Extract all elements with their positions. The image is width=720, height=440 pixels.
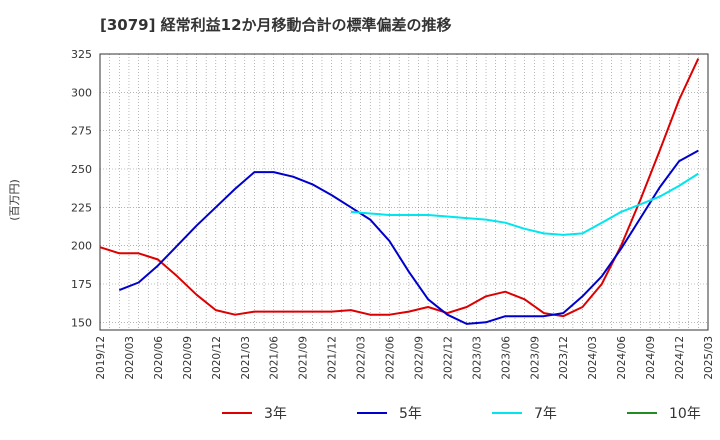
series-lines: [99, 58, 700, 325]
y-axis-ticks: 150 175 200 225 250 275 300 325: [71, 48, 92, 329]
y-tick-label: 275: [71, 125, 92, 138]
x-tick-label: 2020/09: [182, 336, 194, 380]
y-tick-label: 200: [71, 240, 92, 253]
y-tick-label: 300: [71, 86, 92, 99]
y-tick-label: 325: [71, 48, 92, 61]
legend-label-2: 5年: [399, 406, 422, 422]
x-tick-label: 2022/09: [413, 336, 425, 380]
x-tick-label: 2024/12: [674, 336, 686, 380]
x-tick-label: 2023/12: [558, 336, 570, 380]
x-tick-label: 2020/03: [124, 336, 136, 380]
series-line-3: [350, 172, 699, 236]
chart-title: [3079] 経常利益12か月移動合計の標準偏差の推移: [100, 16, 452, 34]
legend-label-3: 7年: [534, 406, 557, 422]
x-tick-label: 2019/12: [95, 336, 107, 380]
x-tick-label: 2021/03: [240, 336, 252, 380]
x-tick-label: 2021/12: [327, 336, 339, 380]
series-line-2: [118, 149, 699, 325]
x-tick-label: 2021/06: [269, 336, 281, 380]
y-tick-label: 175: [71, 278, 92, 291]
x-axis-ticks: 2019/12 2020/03 2020/06 2020/09 2020/12 2021/…: [95, 336, 715, 380]
legend-label-4: 10年: [669, 406, 701, 422]
x-tick-label: 2023/09: [529, 336, 541, 380]
x-tick-label: 2022/03: [356, 336, 368, 380]
x-tick-label: 2024/06: [616, 336, 628, 380]
legend-label-1: 3年: [264, 406, 287, 422]
plot-frame: [99, 53, 709, 331]
series-line-1: [99, 58, 700, 318]
y-tick-label: 150: [71, 316, 92, 329]
x-tick-label: 2020/06: [153, 336, 165, 380]
y-tick-label: 250: [71, 163, 92, 176]
legend: 3年 5年 7年 10年: [222, 406, 701, 422]
x-tick-label: 2024/09: [645, 336, 657, 380]
y-tick-label: 225: [71, 201, 92, 214]
x-tick-label: 2023/06: [500, 336, 512, 380]
y-axis-label: (百万円): [8, 179, 21, 221]
x-tick-label: 2025/03: [703, 336, 715, 380]
x-tick-label: 2024/03: [587, 336, 599, 380]
x-tick-label: 2023/03: [471, 336, 483, 380]
x-tick-label: 2020/12: [211, 336, 223, 380]
grid: [100, 53, 708, 330]
x-tick-label: 2022/06: [385, 336, 397, 380]
x-tick-label: 2021/09: [298, 336, 310, 380]
x-tick-label: 2022/12: [442, 336, 454, 380]
